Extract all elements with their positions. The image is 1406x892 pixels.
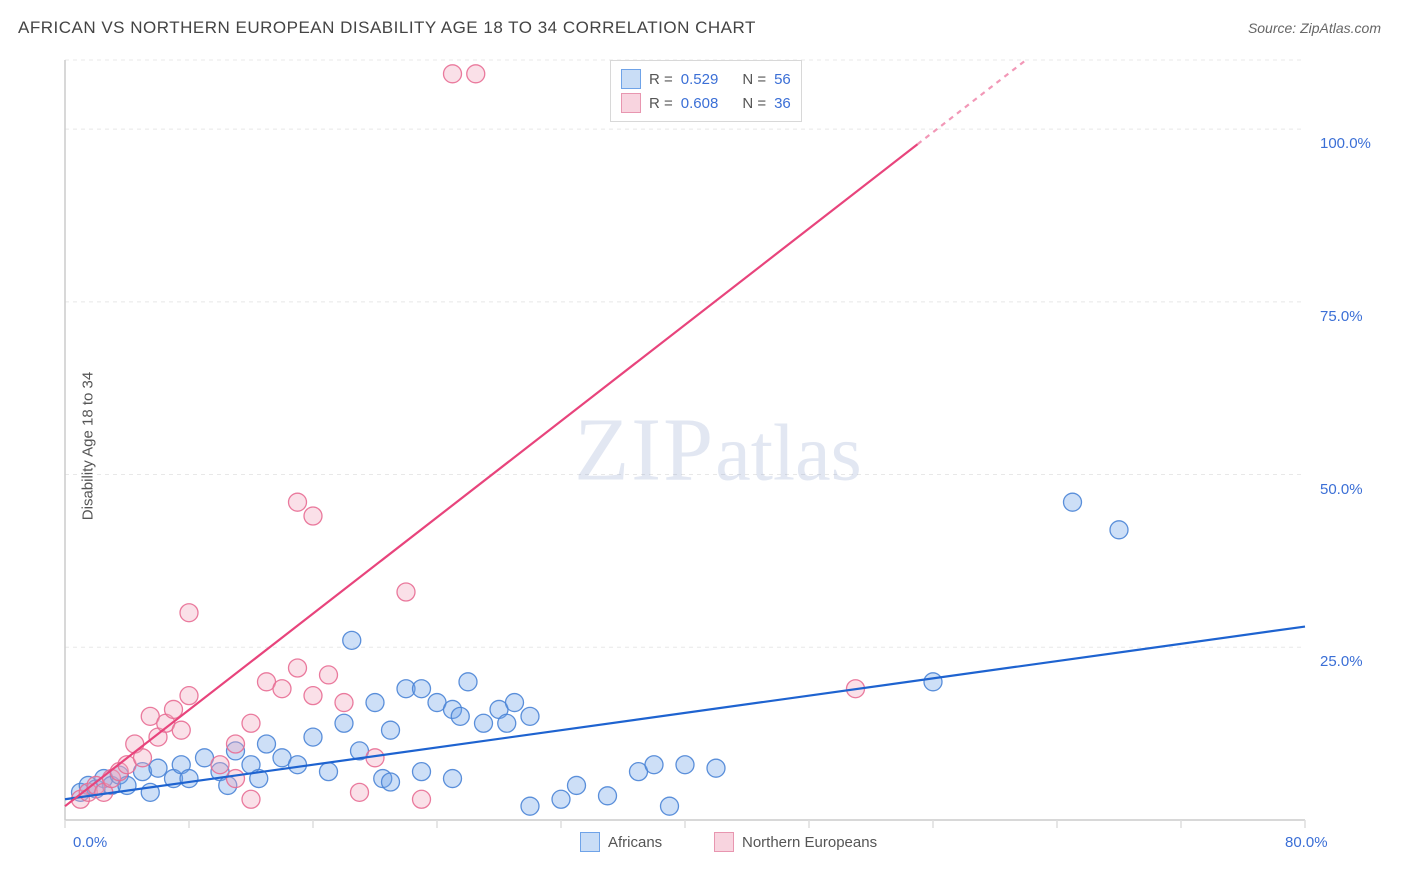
y-tick-label: 100.0% (1320, 135, 1371, 152)
y-tick-label: 50.0% (1320, 481, 1363, 498)
legend-item: Africans (580, 832, 662, 852)
chart-container: AFRICAN VS NORTHERN EUROPEAN DISABILITY … (0, 0, 1406, 892)
r-value: 0.608 (681, 95, 719, 112)
x-tick-label: 80.0% (1285, 834, 1328, 851)
y-tick-label: 75.0% (1320, 308, 1363, 325)
legend-label: Northern Europeans (742, 834, 877, 851)
source-label: Source: ZipAtlas.com (1248, 20, 1381, 36)
r-value: 0.529 (681, 71, 719, 88)
stats-row: R = 0.608 N = 36 (621, 91, 791, 115)
stats-legend-box: R = 0.529 N = 56 R = 0.608 N = 36 (610, 60, 802, 122)
legend-swatch (714, 832, 734, 852)
legend-item: Northern Europeans (714, 832, 877, 852)
legend-swatch (621, 69, 641, 89)
legend-label: Africans (608, 834, 662, 851)
legend-swatch (580, 832, 600, 852)
stats-row: R = 0.529 N = 56 (621, 67, 791, 91)
n-value: 36 (774, 95, 791, 112)
plot-area: ZIPatlas R =0.529N =56R =0.608N =36 Afri… (55, 55, 1381, 855)
scatter-plot (55, 55, 1385, 855)
n-value: 56 (774, 71, 791, 88)
chart-title: AFRICAN VS NORTHERN EUROPEAN DISABILITY … (18, 18, 756, 38)
n-label: N = (742, 95, 766, 112)
x-tick-label: 0.0% (73, 834, 107, 851)
r-label: R = (649, 71, 673, 88)
y-tick-label: 25.0% (1320, 653, 1363, 670)
r-label: R = (649, 95, 673, 112)
n-label: N = (742, 71, 766, 88)
legend-swatch (621, 93, 641, 113)
